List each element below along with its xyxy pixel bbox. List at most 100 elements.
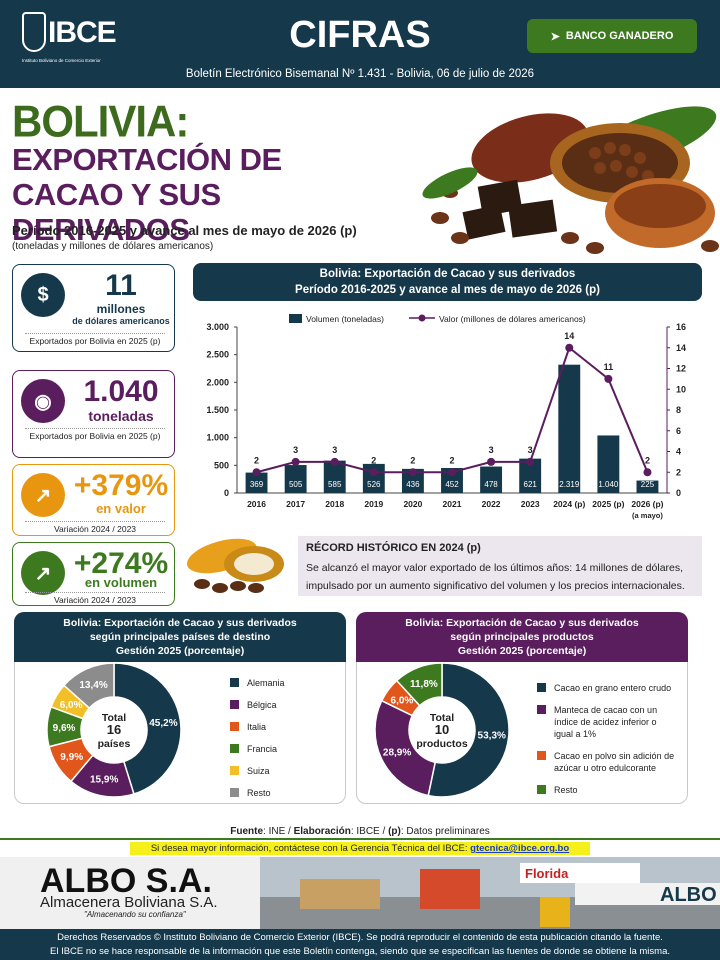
volume-bar <box>519 458 542 493</box>
money-bag-icon: $ <box>21 273 65 317</box>
volume-bar-label: 1.040 <box>598 480 619 489</box>
volume-bar <box>323 460 346 493</box>
legend-swatch <box>537 705 546 714</box>
kpi-caption: Variación 2024 / 2023 <box>25 592 165 606</box>
kpi-caption: Variación 2024 / 2023 <box>25 521 165 535</box>
value-point <box>330 457 339 466</box>
record-callout <box>298 536 702 596</box>
x-tick-label: 2020 <box>403 499 422 509</box>
value-point <box>565 343 574 352</box>
sponsor-badge[interactable]: ➤ BANCO GANADERO <box>527 19 697 53</box>
main-chart-title-line1: Bolivia: Exportación de Cacao y sus deri… <box>319 268 576 280</box>
kpi-unit: en volumen <box>84 575 158 590</box>
donut-slice <box>395 662 443 707</box>
donut-center-label: Total <box>430 712 454 724</box>
legend-label: Cacao en polvo sin adición de azúcar u o… <box>554 751 675 773</box>
legend-item: Cacao en polvo sin adición de azúcar u o… <box>537 750 677 774</box>
value-point-label: 2 <box>254 455 259 465</box>
volume-bar <box>558 364 581 493</box>
kpi-value: 11 <box>105 269 137 302</box>
legend-swatch <box>230 700 239 709</box>
right-tick-label: 12 <box>676 364 686 374</box>
value-point <box>604 374 613 383</box>
legend-item: Italia <box>230 721 340 733</box>
legend-line-label: Valor (millones de dólares americanos) <box>439 314 586 324</box>
donut-slice-label: 45,2% <box>149 718 177 729</box>
source-label: Fuente <box>230 826 264 837</box>
legend-bar-swatch <box>289 314 302 323</box>
legend-swatch <box>230 788 239 797</box>
x-tick-label: 2025 (p) <box>592 499 624 509</box>
export-combo-chart: Volumen (toneladas) Valor (millones de dó… <box>206 314 686 520</box>
donut-slice-label: 15,9% <box>90 775 118 786</box>
value-point <box>526 457 535 466</box>
legend-label: Alemania <box>247 678 285 688</box>
x-tick-note: (a mayo) <box>632 511 663 520</box>
right-tick-label: 4 <box>676 447 681 457</box>
cacao-hero-illustration <box>422 106 719 254</box>
value-point-label: 3 <box>332 445 337 455</box>
legend-line-marker <box>418 314 426 322</box>
preliminary-text: : Datos preliminares <box>400 826 490 837</box>
florida-sign: Florida <box>525 866 569 881</box>
volume-bar-label: 585 <box>328 480 342 489</box>
right-tick-label: 0 <box>676 488 681 498</box>
ad-company-name: Almacenera Boliviana S.A. <box>40 894 218 911</box>
donut-center-label: países <box>98 738 131 750</box>
kpi-value: +379% <box>73 469 169 502</box>
headline-country: BOLIVIA: <box>12 96 189 147</box>
volume-bar-label: 2.319 <box>559 480 580 489</box>
donut-slice <box>427 662 510 798</box>
legend-swatch <box>537 751 546 760</box>
volume-bar <box>597 435 620 493</box>
donut-slice <box>374 699 437 797</box>
donut-slice-label: 13,4% <box>79 680 107 691</box>
growth-chart-icon: ↗ <box>21 473 65 517</box>
cacao-pod-icon: ◉ <box>21 379 65 423</box>
contact-email-link[interactable]: gtecnica@ibce.org.bo <box>470 843 570 854</box>
x-tick-label: 2023 <box>521 499 540 509</box>
value-line <box>256 346 649 474</box>
legend-label: Manteca de cacao con un índice de acidez… <box>554 705 658 739</box>
countries-panel-title: Bolivia: Exportación de Cacao y sus deri… <box>14 612 346 662</box>
value-point-label: 3 <box>489 445 494 455</box>
growth-chart-icon: ↗ <box>21 551 65 595</box>
donut-center-label: Total <box>102 712 126 724</box>
legend-item: Manteca de cacao con un índice de acidez… <box>537 704 677 740</box>
volume-bar <box>480 466 503 493</box>
copyright-line2: El IBCE no se hace responsable de la inf… <box>49 946 670 957</box>
kpi-value: 1.040 <box>83 375 159 408</box>
volume-bar-label: 452 <box>445 480 459 489</box>
value-point-label: 14 <box>564 331 574 341</box>
page-title: CIFRAS <box>289 14 431 56</box>
value-point <box>408 468 417 477</box>
logo-subtitle: Instituto Boliviano de Comercio Exterior <box>22 58 101 63</box>
legend-swatch <box>230 766 239 775</box>
kpi-caption: Exportados por Bolivia en 2025 (p) <box>25 333 165 347</box>
left-tick-label: 1.000 <box>206 433 229 443</box>
legend-swatch <box>230 678 239 687</box>
advertisement-banner[interactable]: Florida ALBO <box>0 857 720 929</box>
x-tick-label: 2024 (p) <box>553 499 585 509</box>
kpi-card-volume-growth: ↗ +274% en volumen Variación 2024 / 2023 <box>12 542 175 606</box>
value-point-label: 2 <box>449 455 454 465</box>
legend-label: Francia <box>247 744 278 754</box>
products-panel-title: Bolivia: Exportación de Cacao y sus deri… <box>356 612 688 662</box>
legend-swatch <box>537 785 546 794</box>
donut-slice-label: 9,6% <box>53 723 76 734</box>
value-point-label: 3 <box>528 445 533 455</box>
value-point-label: 2 <box>371 455 376 465</box>
legend-item: Resto <box>230 787 340 799</box>
right-tick-label: 2 <box>676 467 681 477</box>
right-tick-label: 8 <box>676 405 681 415</box>
logo-wordmark: IBCE <box>48 16 117 49</box>
x-tick-label: 2021 <box>443 499 462 509</box>
record-title: RÉCORD HISTÓRICO EN 2024 (p) <box>306 542 481 554</box>
kpi-caption: Exportados por Bolivia en 2025 (p) <box>25 428 165 442</box>
legend-bar-label: Volumen (toneladas) <box>306 314 384 324</box>
products-title-line3: Gestión 2025 (porcentaje) <box>457 645 587 657</box>
left-tick-label: 500 <box>214 460 229 470</box>
x-tick-label: 2026 (p) <box>631 499 663 509</box>
source-note: Fuente: INE / Elaboración: IBCE / (p): D… <box>0 826 720 837</box>
